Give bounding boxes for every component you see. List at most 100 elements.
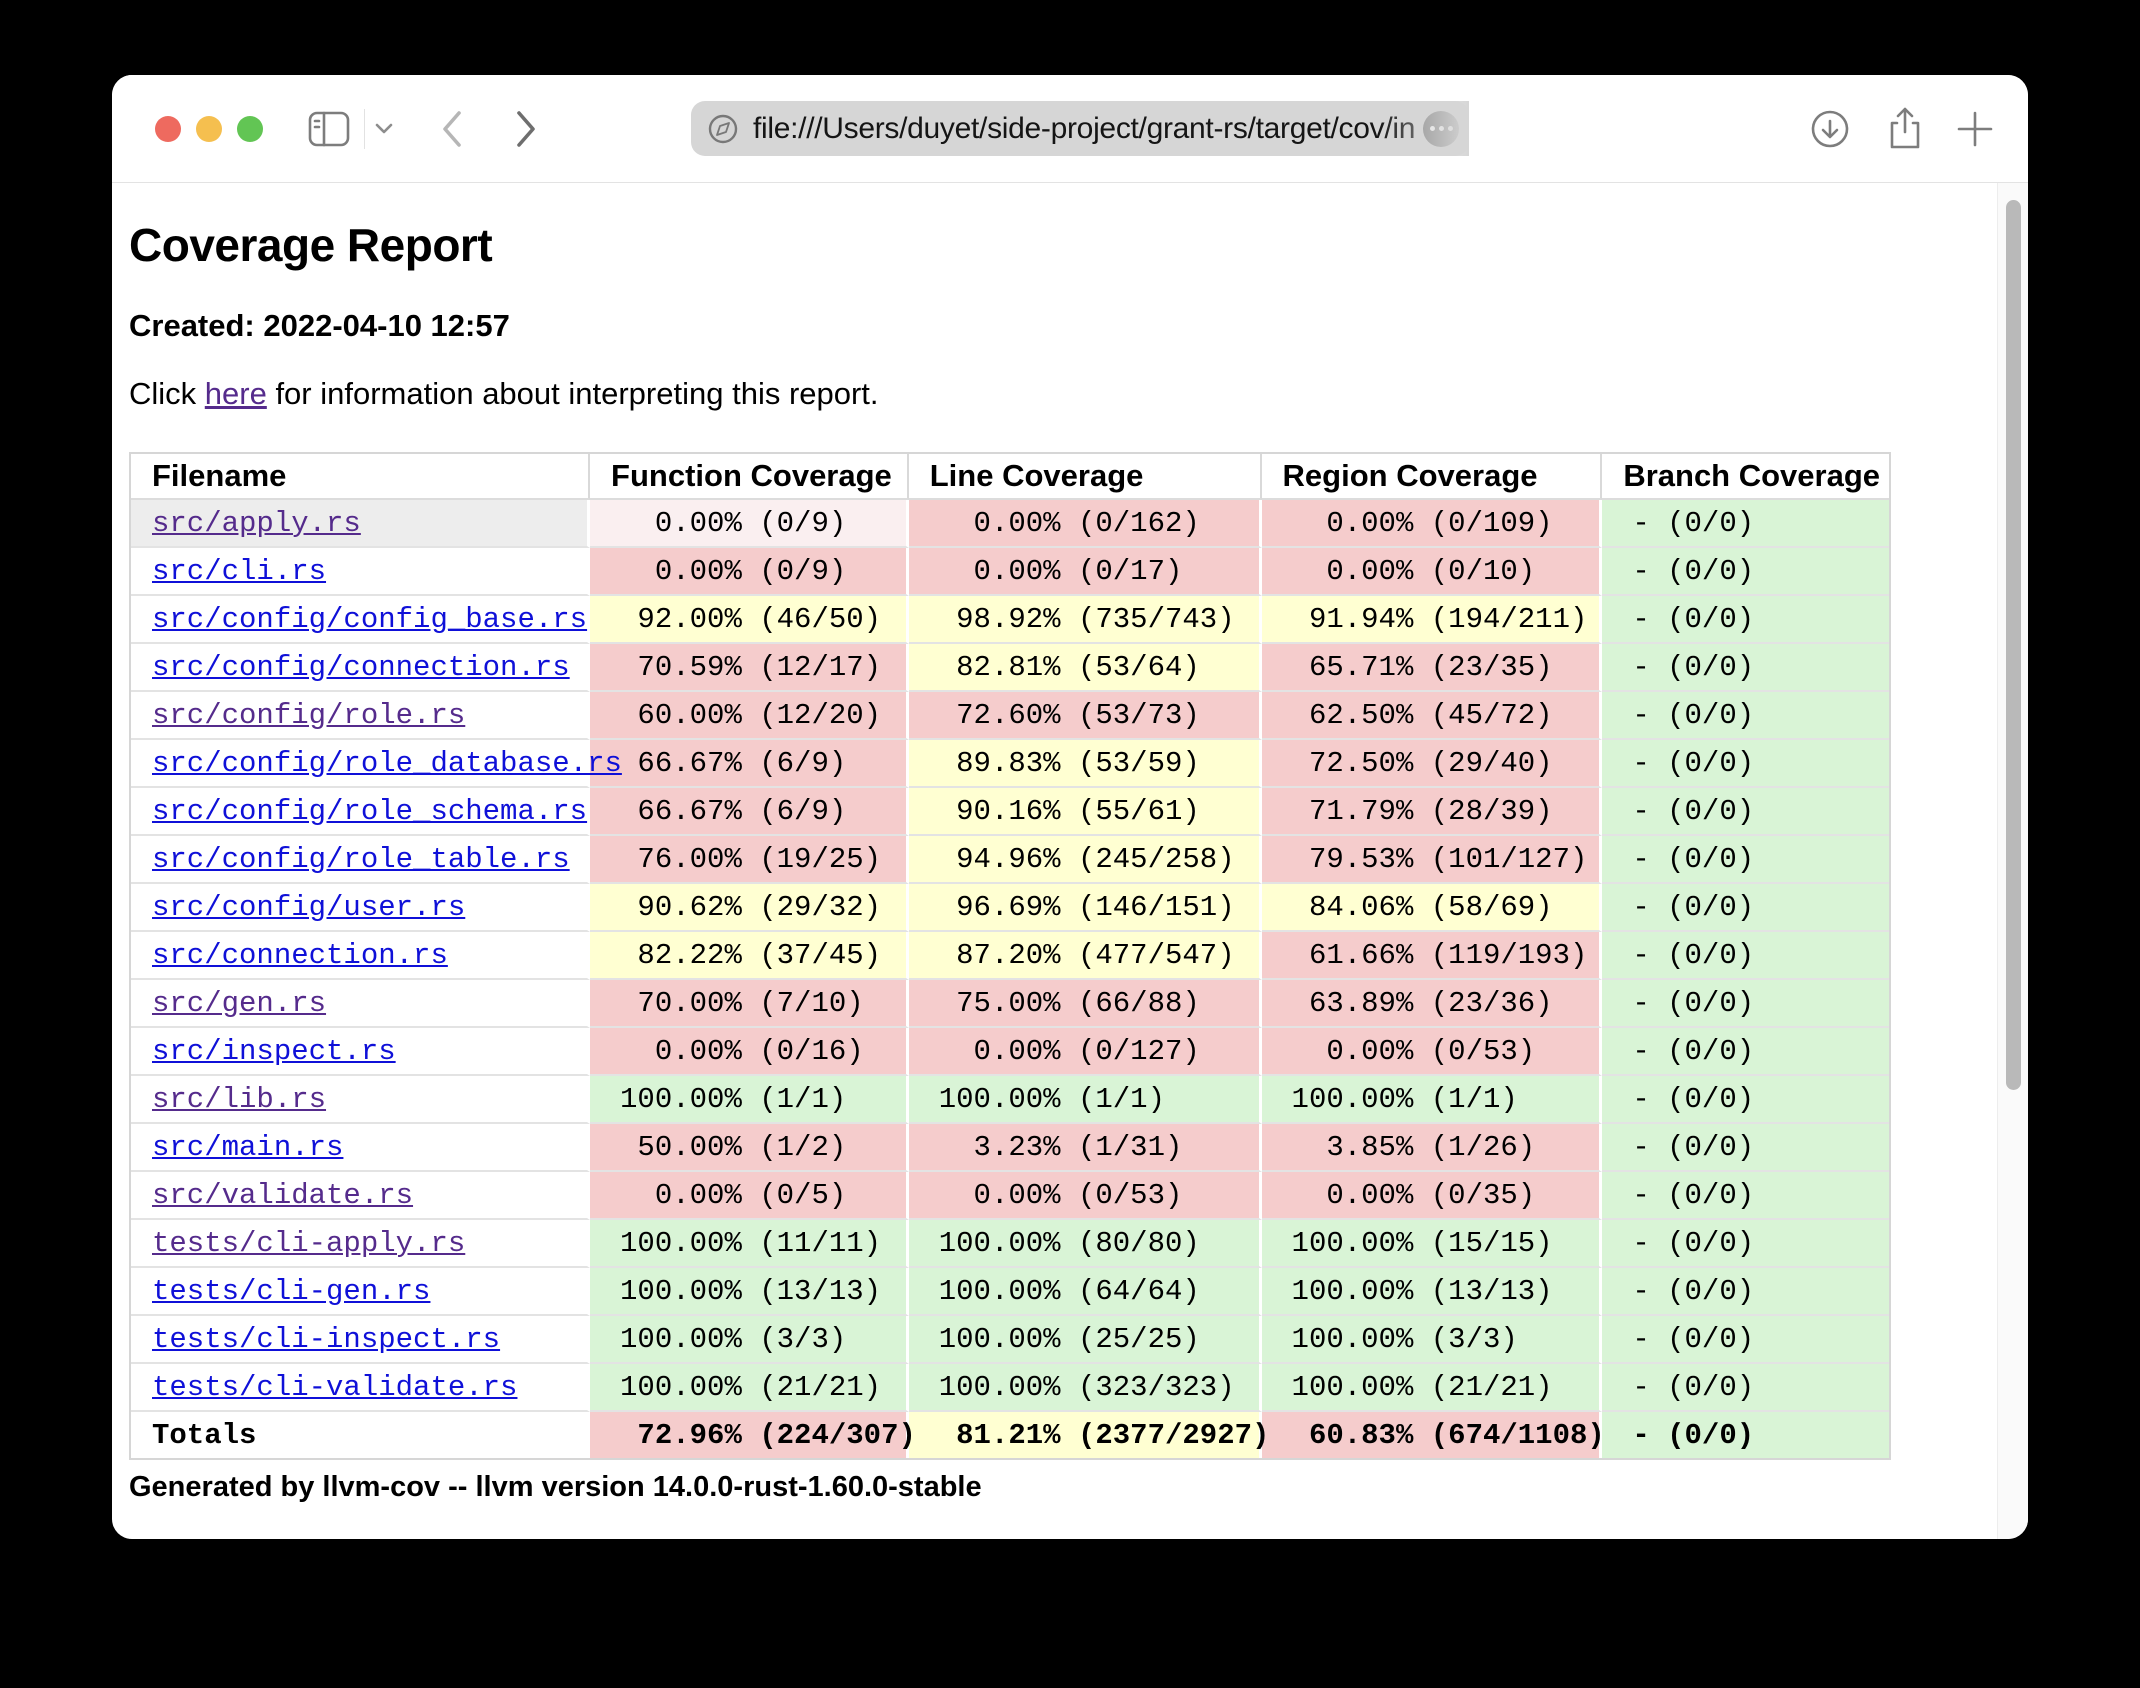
table-row: src/validate.rs 0.00% (0/5) 0.00% (0/53)…	[131, 1172, 1889, 1220]
file-link[interactable]: tests/cli-apply.rs	[152, 1226, 466, 1260]
region-coverage-cell: 71.79% (28/39)	[1261, 788, 1603, 836]
function-coverage-cell: 0.00% (0/9)	[590, 548, 909, 596]
branch-coverage-cell: - (0/0)	[1602, 1316, 1889, 1364]
function-coverage-cell: 0.00% (0/5)	[590, 1172, 909, 1220]
browser-window: file:///Users/duyet/side-project/grant-r…	[112, 75, 2028, 1539]
col-header-region-coverage: Region Coverage	[1261, 454, 1603, 500]
info-line-prefix: Click	[129, 376, 205, 411]
table-row: src/config/role_schema.rs 66.67% (6/9) 9…	[131, 788, 1889, 836]
tab-overview-button[interactable]	[370, 75, 398, 182]
sidebar-toggle-button[interactable]	[304, 75, 354, 182]
filename-cell: src/config/role_database.rs	[131, 740, 622, 788]
new-tab-button[interactable]	[1953, 75, 1997, 182]
file-link[interactable]: src/apply.rs	[152, 506, 361, 540]
file-link[interactable]: src/connection.rs	[152, 938, 448, 972]
close-window-button[interactable]	[155, 116, 181, 142]
file-link[interactable]: tests/cli-gen.rs	[152, 1274, 431, 1308]
file-link[interactable]: src/config/role_table.rs	[152, 842, 570, 876]
function-coverage-cell: 100.00% (1/1)	[590, 1076, 909, 1124]
table-row: src/lib.rs 100.00% (1/1) 100.00% (1/1) 100.…	[131, 1076, 1889, 1124]
downloads-button[interactable]	[1806, 75, 1854, 182]
share-icon	[1890, 107, 1920, 148]
region-coverage-cell: 100.00% (21/21)	[1261, 1364, 1603, 1412]
file-link[interactable]: src/inspect.rs	[152, 1034, 396, 1068]
info-line-suffix: for information about interpreting this …	[266, 376, 879, 411]
branch-coverage-cell: - (0/0)	[1602, 740, 1889, 788]
minimize-window-button[interactable]	[196, 116, 222, 142]
function-coverage-cell: 100.00% (13/13)	[590, 1268, 909, 1316]
file-link[interactable]: tests/cli-validate.rs	[152, 1370, 518, 1404]
scrollbar-thumb[interactable]	[2006, 200, 2021, 1090]
branch-coverage-cell: - (0/0)	[1602, 1412, 1889, 1458]
branch-coverage-cell: - (0/0)	[1602, 788, 1889, 836]
table-row: src/inspect.rs 0.00% (0/16) 0.00% (0/127…	[131, 1028, 1889, 1076]
region-coverage-cell: 100.00% (3/3)	[1261, 1316, 1603, 1364]
region-coverage-cell: 0.00% (0/35)	[1261, 1172, 1603, 1220]
branch-coverage-cell: - (0/0)	[1602, 596, 1889, 644]
file-link[interactable]: src/validate.rs	[152, 1178, 414, 1212]
line-coverage-cell: 82.81% (53/64)	[908, 644, 1262, 692]
branch-coverage-cell: - (0/0)	[1602, 644, 1889, 692]
share-button[interactable]	[1881, 75, 1929, 182]
branch-coverage-cell: - (0/0)	[1602, 1124, 1889, 1172]
line-coverage-cell: 98.92% (735/743)	[908, 596, 1262, 644]
here-link[interactable]: here	[204, 376, 267, 411]
file-link[interactable]: src/lib.rs	[152, 1082, 327, 1116]
file-link[interactable]: src/config/connection.rs	[152, 650, 570, 684]
back-button[interactable]	[434, 75, 470, 182]
table-row: src/connection.rs 82.22% (37/45) 87.20% …	[131, 932, 1889, 980]
line-coverage-cell: 0.00% (0/53)	[908, 1172, 1262, 1220]
line-coverage-cell: 90.16% (55/61)	[908, 788, 1262, 836]
table-row: src/config/connection.rs 70.59% (12/17) …	[131, 644, 1889, 692]
compass-icon	[708, 114, 738, 143]
line-coverage-cell: 100.00% (323/323)	[908, 1364, 1262, 1412]
function-coverage-cell: 100.00% (21/21)	[590, 1364, 909, 1412]
file-link[interactable]: src/cli.rs	[152, 554, 327, 588]
file-link[interactable]: src/config/config_base.rs	[152, 602, 588, 636]
region-coverage-cell: 84.06% (58/69)	[1261, 884, 1603, 932]
region-coverage-cell: 72.50% (29/40)	[1261, 740, 1603, 788]
line-coverage-cell: 89.83% (53/59)	[908, 740, 1262, 788]
filename-cell: src/gen.rs	[131, 980, 591, 1028]
col-header-filename: Filename	[131, 454, 591, 500]
page-title: Coverage Report	[129, 218, 493, 271]
filename-cell: src/config/role_schema.rs	[131, 788, 591, 836]
totals-row: Totals 72.96% (224/307) 81.21% (2377/292…	[131, 1412, 1889, 1458]
line-coverage-cell: 81.21% (2377/2927)	[908, 1412, 1269, 1458]
file-link[interactable]: src/config/role_schema.rs	[152, 794, 588, 828]
line-coverage-cell: 100.00% (64/64)	[908, 1268, 1262, 1316]
file-link[interactable]: src/config/role_database.rs	[152, 746, 622, 780]
file-link[interactable]: src/gen.rs	[152, 986, 327, 1020]
forward-button[interactable]	[508, 75, 544, 182]
region-coverage-cell: 62.50% (45/72)	[1261, 692, 1603, 740]
filename-cell: tests/cli-apply.rs	[131, 1220, 591, 1268]
filename-cell: Totals	[131, 1412, 591, 1458]
line-coverage-cell: 96.69% (146/151)	[908, 884, 1262, 932]
address-bar[interactable]: file:///Users/duyet/side-project/grant-r…	[691, 101, 1469, 156]
function-coverage-cell: 0.00% (0/16)	[590, 1028, 909, 1076]
region-coverage-cell: 65.71% (23/35)	[1261, 644, 1603, 692]
generator-footer: Generated by llvm-cov -- llvm version 14…	[129, 1471, 982, 1503]
table-row: src/config/role_database.rs 66.67% (6/9)…	[131, 740, 1889, 788]
col-header-function-coverage: Function Coverage	[590, 454, 909, 500]
file-link[interactable]: src/config/role.rs	[152, 698, 466, 732]
table-row: src/config/config_base.rs 92.00% (46/50)…	[131, 596, 1889, 644]
file-link[interactable]: tests/cli-inspect.rs	[152, 1322, 501, 1356]
file-link[interactable]: src/main.rs	[152, 1130, 344, 1164]
toolbar-divider	[364, 109, 365, 149]
browser-toolbar: file:///Users/duyet/side-project/grant-r…	[112, 75, 2028, 183]
branch-coverage-cell: - (0/0)	[1602, 980, 1889, 1028]
region-coverage-cell: 0.00% (0/109)	[1261, 500, 1603, 548]
line-coverage-cell: 3.23% (1/31)	[908, 1124, 1262, 1172]
branch-coverage-cell: - (0/0)	[1602, 1364, 1889, 1412]
table-row: src/apply.rs 0.00% (0/9) 0.00% (0/162) 0…	[131, 500, 1889, 548]
file-link[interactable]: src/config/user.rs	[152, 890, 466, 924]
table-row: tests/cli-apply.rs 100.00% (11/11) 100.00%…	[131, 1220, 1889, 1268]
function-coverage-cell: 66.67% (6/9)	[590, 740, 909, 788]
filename-cell: src/config/connection.rs	[131, 644, 591, 692]
table-row: src/config/user.rs 90.62% (29/32) 96.69%…	[131, 884, 1889, 932]
zoom-window-button[interactable]	[237, 116, 263, 142]
region-coverage-cell: 61.66% (119/193)	[1261, 932, 1603, 980]
table-row: src/config/role.rs 60.00% (12/20) 72.60%…	[131, 692, 1889, 740]
region-coverage-cell: 100.00% (15/15)	[1261, 1220, 1603, 1268]
